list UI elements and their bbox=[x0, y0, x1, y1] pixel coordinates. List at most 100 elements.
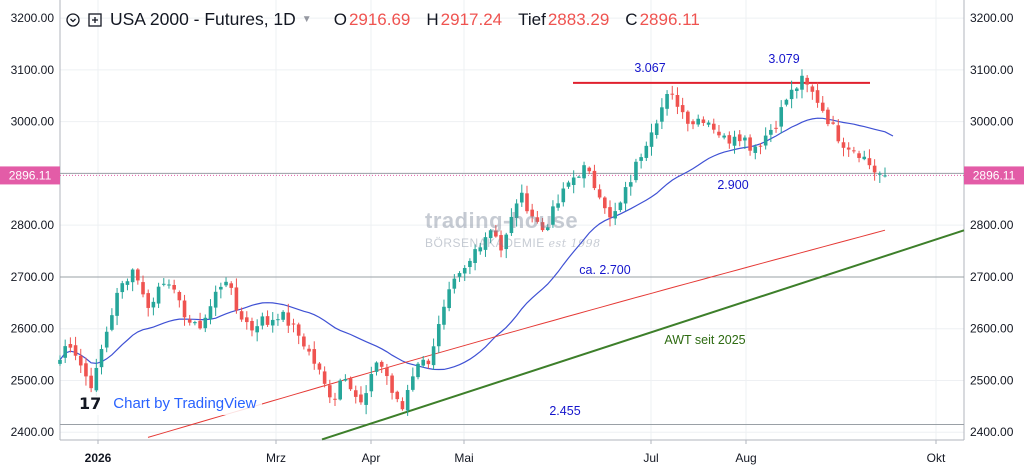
y-tick-label-right: 3100.00 bbox=[970, 63, 1014, 77]
candle-body bbox=[499, 235, 503, 251]
candle-body bbox=[748, 137, 752, 151]
tradingview-credit[interactable]: 17 Chart by TradingView bbox=[73, 392, 263, 415]
candle-body bbox=[883, 175, 887, 177]
y-tick-label-right: 2400.00 bbox=[970, 425, 1014, 439]
tradingview-credit-text[interactable]: Chart by TradingView bbox=[113, 395, 257, 412]
candle-body bbox=[613, 211, 617, 219]
candle-body bbox=[146, 293, 151, 308]
candle-body bbox=[229, 283, 234, 288]
annotations: 3.067 3.079 2.900 ca. 2.700 AWT seit 2025 2.4… bbox=[549, 52, 799, 418]
low-value: 2883.29 bbox=[547, 9, 610, 29]
candle-body bbox=[670, 93, 675, 95]
candle-body bbox=[545, 227, 550, 231]
candle-body bbox=[104, 331, 109, 348]
close-label: C bbox=[625, 9, 638, 29]
candle-body bbox=[483, 237, 488, 250]
candle-body bbox=[281, 311, 285, 320]
candle-body bbox=[478, 247, 483, 252]
candle-body bbox=[815, 90, 820, 103]
candle-body bbox=[794, 88, 799, 91]
candle-body bbox=[551, 206, 555, 225]
candle-body bbox=[156, 286, 161, 304]
candle-body bbox=[333, 398, 337, 400]
candle-body bbox=[634, 161, 638, 181]
candle-body bbox=[743, 137, 747, 141]
symbol-title[interactable]: USA 2000 - Futures, 1D bbox=[110, 9, 296, 29]
candle-body bbox=[203, 317, 208, 329]
candle-body bbox=[468, 260, 472, 268]
annotation-2455: 2.455 bbox=[549, 404, 580, 418]
candle-body bbox=[172, 284, 176, 290]
candle-body bbox=[395, 391, 400, 400]
candle-body bbox=[343, 379, 348, 381]
candle-body bbox=[525, 193, 529, 212]
candle-body bbox=[820, 102, 825, 111]
candle-body bbox=[130, 269, 135, 283]
candle-body bbox=[416, 363, 420, 378]
chevron-down-icon[interactable]: ▼ bbox=[301, 14, 312, 25]
x-tick-label: Apr bbox=[362, 451, 381, 465]
candle-body bbox=[193, 322, 197, 324]
candle-body bbox=[644, 145, 649, 158]
candle-body bbox=[623, 187, 628, 204]
candle-body bbox=[566, 182, 571, 187]
candle-body bbox=[701, 119, 706, 123]
candle-body bbox=[151, 301, 156, 308]
candle-body bbox=[473, 249, 477, 263]
candle-body bbox=[530, 209, 534, 217]
candle-body bbox=[753, 146, 758, 153]
close-value: 2896.11 bbox=[639, 9, 700, 29]
candle-body bbox=[519, 192, 524, 203]
y-tick-label-right: 2700.00 bbox=[970, 270, 1014, 284]
candle-body bbox=[618, 202, 623, 211]
candle-body bbox=[120, 283, 125, 293]
candle-body bbox=[494, 230, 498, 237]
candle-body bbox=[779, 107, 784, 127]
candle-body bbox=[390, 375, 394, 393]
candle-body bbox=[374, 362, 379, 372]
candle-body bbox=[322, 371, 327, 384]
candle-body bbox=[115, 292, 119, 316]
y-tick-label-left: 3000.00 bbox=[11, 115, 55, 129]
candle-body bbox=[426, 360, 431, 365]
open-label: O bbox=[333, 9, 347, 29]
horizontal-levels bbox=[60, 81, 965, 441]
candle-body bbox=[654, 123, 659, 135]
candle-body bbox=[291, 323, 296, 325]
y-tick-label-left: 2700.00 bbox=[11, 270, 55, 284]
candle-body bbox=[867, 158, 872, 166]
candle-body bbox=[198, 320, 202, 329]
candle-body bbox=[727, 135, 732, 144]
candle-body bbox=[431, 346, 436, 366]
candle-body bbox=[99, 348, 104, 368]
candle-body bbox=[219, 286, 223, 290]
y-tick-label-left: 3100.00 bbox=[11, 63, 55, 77]
candle-body bbox=[540, 222, 545, 231]
candle-body bbox=[73, 345, 78, 356]
candle-body bbox=[696, 118, 701, 125]
candle-body bbox=[608, 207, 612, 218]
collapse-icon[interactable] bbox=[66, 12, 80, 27]
candle-body bbox=[234, 287, 239, 311]
candle-body bbox=[514, 203, 519, 218]
candle-body bbox=[436, 324, 441, 347]
candle-body bbox=[213, 291, 218, 308]
add-symbol-icon[interactable] bbox=[88, 12, 102, 27]
candle-body bbox=[660, 107, 664, 122]
y-tick-label-right: 3200.00 bbox=[970, 11, 1014, 25]
y-tick-label-left: 3200.00 bbox=[11, 11, 55, 25]
x-tick-label: 2026 bbox=[85, 451, 112, 465]
candle-body bbox=[852, 150, 856, 152]
candle-body bbox=[369, 374, 374, 392]
candle-body bbox=[255, 326, 259, 333]
candle-body bbox=[582, 165, 586, 179]
candle-body bbox=[769, 129, 773, 135]
candle-body bbox=[774, 127, 778, 129]
candle-body bbox=[84, 363, 88, 377]
y-tick-label-left: 2500.00 bbox=[11, 373, 55, 387]
candle-body bbox=[878, 173, 882, 175]
candle-body bbox=[488, 230, 493, 239]
candle-body bbox=[89, 375, 93, 389]
